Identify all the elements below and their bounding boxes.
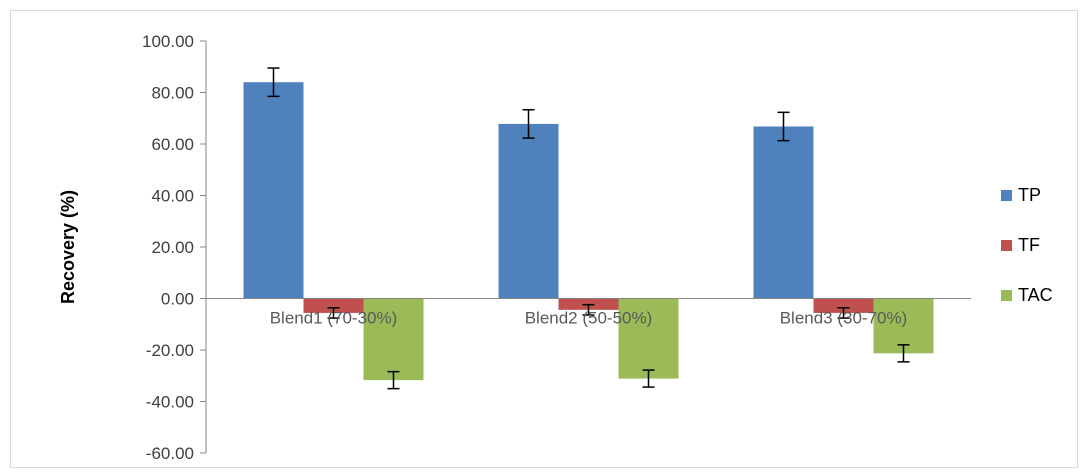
bar-tf: [813, 298, 874, 313]
bar-tac: [618, 298, 679, 379]
legend-label-tac: TAC: [1018, 285, 1053, 305]
bar-tp: [498, 123, 559, 299]
bar-tf: [303, 298, 364, 313]
y-tick-label: 100.00: [142, 32, 194, 51]
x-category-label: Blend1 (70-30%): [270, 309, 398, 328]
legend-label-tp: TP: [1018, 185, 1041, 205]
legend-label-tf: TF: [1018, 235, 1040, 255]
x-category-label: Blend2 (50-50%): [525, 309, 653, 328]
bar-tp: [243, 82, 304, 299]
y-tick-label: -60.00: [146, 444, 194, 463]
legend-swatch-tp: [1001, 190, 1012, 201]
y-tick-label: -20.00: [146, 341, 194, 360]
y-tick-label: 20.00: [151, 238, 194, 257]
x-category-label: Blend3 (30-70%): [780, 309, 908, 328]
legend-swatch-tf: [1001, 240, 1012, 251]
chart-frame: 100.00 80.00 60.00 40.00 20.00 0.00 -20.00 -40.…: [10, 10, 1078, 468]
y-tick-label: 80.00: [151, 84, 194, 103]
bar-tp: [753, 126, 814, 299]
recovery-bar-chart: 100.00 80.00 60.00 40.00 20.00 0.00 -20.00 -40.…: [58, 32, 1053, 463]
legend-swatch-tac: [1001, 290, 1012, 301]
y-tick-label: 0.00: [161, 290, 194, 309]
y-tick-label: -40.00: [146, 393, 194, 412]
legend: TP TF TAC: [1001, 185, 1053, 305]
bar-tac: [363, 298, 424, 381]
y-tick-label: 40.00: [151, 187, 194, 206]
plot-area: [200, 40, 971, 454]
y-tick-label: 60.00: [151, 135, 194, 154]
text-layer: 100.00 80.00 60.00 40.00 20.00 0.00 -20.00 -40.…: [58, 32, 907, 463]
y-axis-title: Recovery (%): [58, 190, 78, 304]
